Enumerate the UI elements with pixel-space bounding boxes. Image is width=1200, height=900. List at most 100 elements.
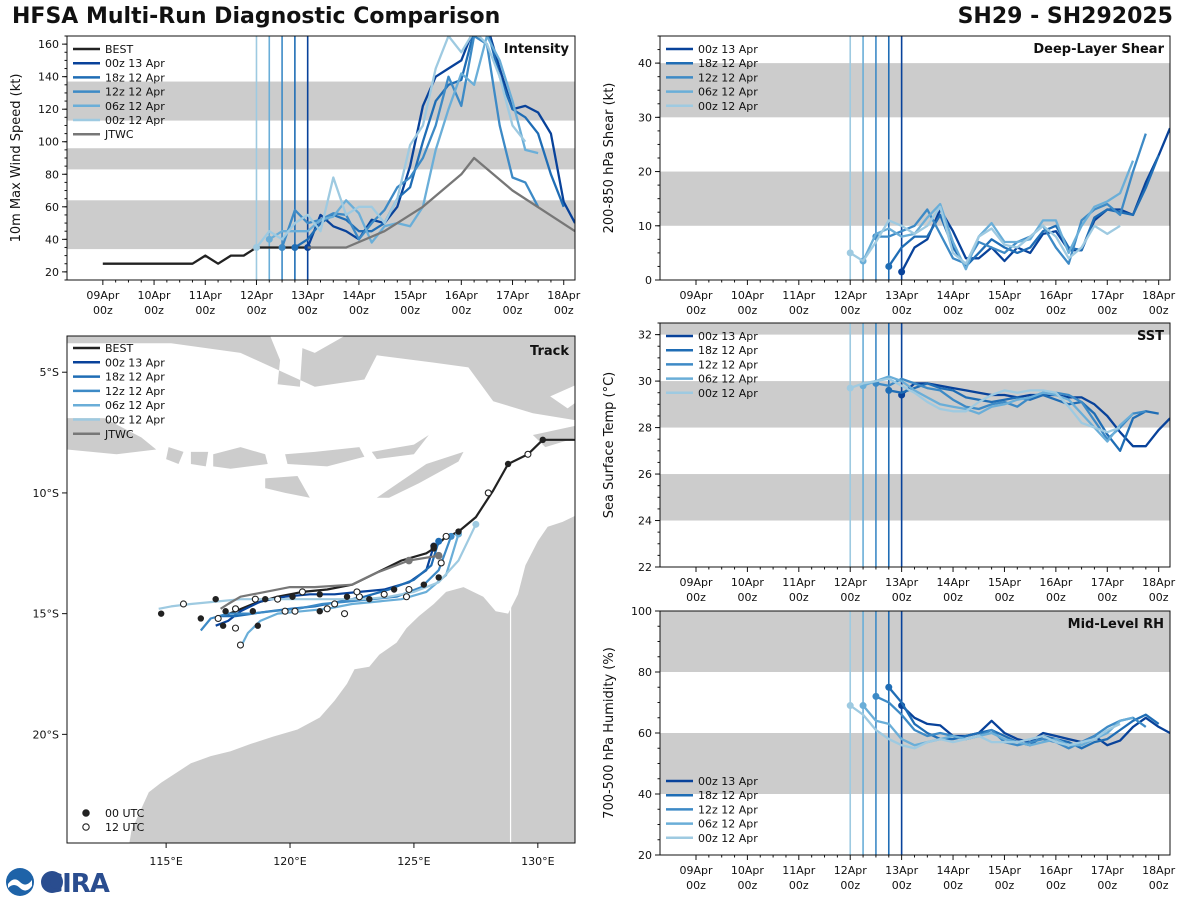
marker-00utc [316,608,323,615]
init-marker-run_18z12 [885,683,893,691]
marker-00utc [262,595,269,603]
marker-legend-label: 00 UTC [105,807,145,820]
y-tick-label: 40 [638,57,652,70]
plot-frame [659,322,1171,568]
marker-00utc [197,615,205,622]
marker-00utc [157,610,165,617]
y-tick-label: 120 [38,103,59,116]
track-chart: 115°E 120°E 125°E 130°E 5°S 10°S 15°S 20°S Track… [33,335,576,868]
y-tick-label: 10 [638,220,652,233]
y-axis-label: 10m Max Wind Speed (kt) [9,74,24,243]
legend-label: 00z 12 Apr [698,100,758,113]
x-tick-label-date: 13Apr [291,289,325,302]
bali-land [166,447,184,464]
legend-label: 12z 12 Apr [698,803,758,816]
x-tick-label-date: 12Apr [834,289,868,302]
marker-00utc [390,586,398,593]
x-tick-label-date: 09Apr [86,289,120,302]
x-tick-label-date: 09Apr [679,576,713,589]
x-tick-label-date: 11Apr [782,864,816,877]
legend-label: 18z 12 Apr [698,344,758,357]
x-tick-label-hour: 00z [93,304,113,317]
marker-00utc [539,436,546,444]
track-start-run_00z12 [472,520,480,528]
y-tick-label: 60 [638,727,652,740]
x-tick-label-date: 18Apr [1142,289,1176,302]
x-tick-label-hour: 00z [554,304,574,317]
marker-12utc [251,595,259,603]
x-tick-label-hour: 00z [686,879,706,892]
marker-12utc [323,605,331,613]
y-tick-label: 140 [38,71,59,84]
lon-tick-label: 120°E [273,855,306,868]
lat-tick-label: 10°S [33,487,59,500]
init-marker-run_00z12 [846,249,854,257]
legend-label: 06z 12 Apr [698,818,758,831]
x-tick-label-hour: 00z [789,879,809,892]
legend-label: 00z 12 Apr [698,387,758,400]
legend-label: 00z 12 Apr [105,114,165,127]
legend-label: 00z 13 Apr [105,57,165,70]
legend-label: JTWC [104,128,134,141]
x-tick-label-date: 12Apr [834,576,868,589]
map-frame [66,335,576,844]
y-tick-label: 20 [638,166,652,179]
marker-12utc [331,600,339,608]
x-tick-label-hour: 00z [503,304,523,317]
legend-label: JTWC [104,428,134,441]
y-axis-label: 700-500 hPa Humidity (%) [602,647,617,819]
x-tick-label-hour: 00z [1149,879,1169,892]
marker-00utc [249,608,257,615]
legend-label: 06z 12 Apr [698,373,758,386]
x-tick-label-hour: 00z [840,591,860,604]
legend-label: BEST [105,43,133,56]
x-tick-label-date: 18Apr [547,289,581,302]
alor-land [371,435,429,460]
series-line-jtwc [307,156,575,249]
sst-chart: 22 24 26 28 30 32 09Apr 00z 10Apr 00z 11Apr 00z 12Ap… [602,322,1176,604]
legend-label: 00z 13 Apr [698,43,758,56]
x-tick-label-hour: 00z [789,304,809,317]
series-line-run_00z13 [306,36,575,248]
track-line-run_12z12 [199,536,453,632]
x-tick-label-hour: 00z [195,304,215,317]
x-tick-label-hour: 00z [840,304,860,317]
marker-00utc [222,608,229,615]
y-axis-label: 200-850 hPa Shear (kt) [602,83,617,234]
init-marker-run_00z12 [846,384,854,392]
track-start-run_12z12 [447,532,455,540]
panel-title: SST [1137,329,1164,344]
init-marker-run_12z12 [872,692,880,700]
marker-12utc [402,593,411,601]
series-line-best [102,246,308,265]
y-tick-label: 100 [38,136,59,149]
y-tick-label: 20 [638,849,652,862]
legend-label: 00z 13 Apr [105,356,165,369]
x-tick-label-date: 13Apr [885,576,919,589]
lat-tick-label: 20°S [33,728,59,741]
legend-label: 18z 12 Apr [698,57,758,70]
x-tick-label-hour: 00z [247,304,267,317]
x-tick-label-date: 14Apr [937,864,971,877]
x-tick-label-date: 13Apr [885,289,919,302]
marker-00utc [254,622,262,629]
sumbawa-land [213,447,268,469]
init-marker-run_00z12 [846,702,854,710]
marker-00utc [343,593,351,600]
x-tick-label-hour: 00z [1046,879,1066,892]
y-tick-label: 32 [638,329,652,342]
legend-label: 12z 12 Apr [698,358,758,371]
x-tick-label-date: 15Apr [988,864,1022,877]
logo-text: CIRA [44,869,110,898]
init-marker-run_06z12 [859,702,867,710]
series-line-run_00z12 [255,36,527,249]
x-tick-label-hour: 00z [892,879,912,892]
x-tick-label-date: 18Apr [1142,576,1176,589]
x-tick-label-date: 15Apr [988,289,1022,302]
series-line-run_00z12 [849,704,1121,750]
